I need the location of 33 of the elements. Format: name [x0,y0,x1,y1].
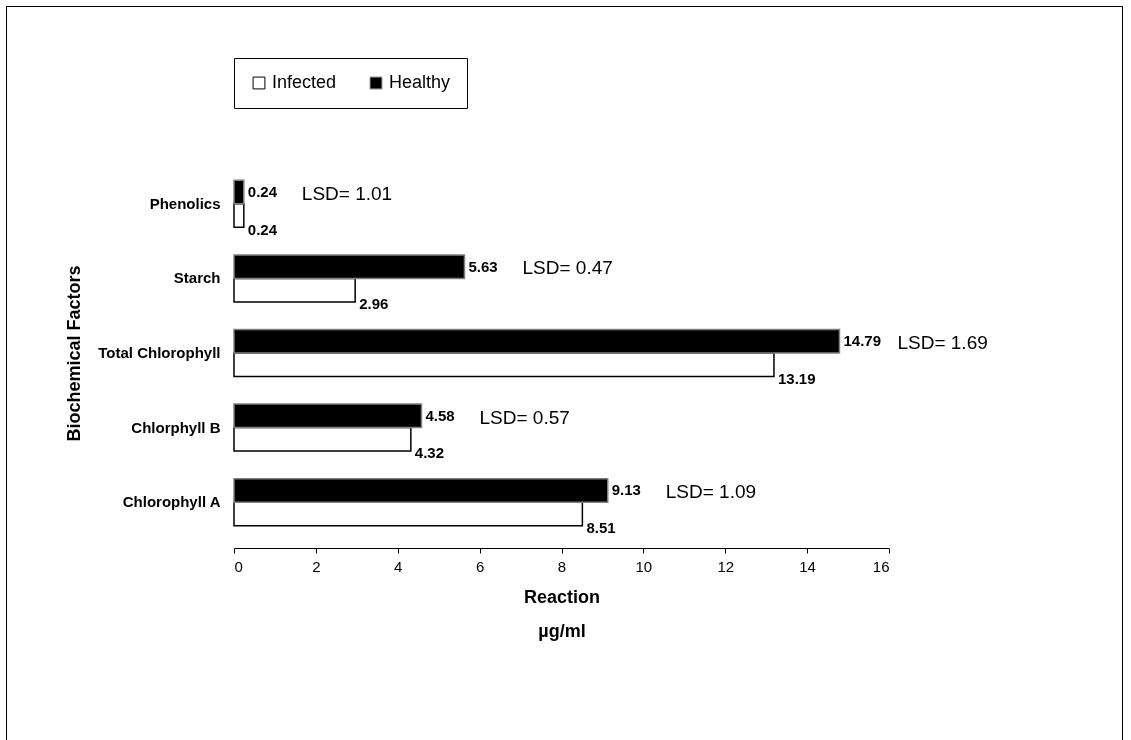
x-tick-label: 12 [717,557,735,575]
x-tick-label: 10 [635,557,653,575]
x-tick-label: 2 [312,557,321,575]
data-label: 8.51 [586,518,616,536]
annotation: LSD= 1.01 [301,182,393,204]
y-tick-label: Chlorphyll B [131,418,221,436]
x-tick-label: 4 [394,557,403,575]
data-label: 0.24 [247,220,278,238]
annotation: LSD= 0.57 [479,406,570,428]
annotation: LSD= 1.09 [665,481,757,503]
data-label: 14.79 [843,332,882,350]
text: LSD= 1.69 [897,332,988,353]
data-label: 4.58 [425,406,455,424]
x-tick-label: 0 [234,557,243,575]
data-label: 5.63 [468,257,498,275]
data-label: 2.96 [359,295,389,313]
x-tick-label: 14 [799,557,816,575]
y-tick-label: Total Chlorophyll [98,344,221,361]
legend-label: Healthy [389,72,451,92]
x-axis-title: Reaction µg/ml [523,586,601,641]
x-tick-label: 8 [557,557,567,575]
legend-label: Infected [272,72,337,92]
data-label: 0.24 [247,183,278,201]
y-tick-label: Starch [173,269,221,287]
x-tick-label: 16 [872,557,890,575]
data-label: 4.32 [414,444,445,462]
y-tick-label: Phenolics [149,194,221,212]
annotation: LSD= 0.47 [522,257,613,279]
data-label: 9.13 [611,481,641,499]
data-label: 13.19 [777,369,816,387]
y-tick-label: Chlorophyll A [122,493,221,511]
x-tick-label: 6 [475,557,485,575]
y-axis-title: Biochemical Factors [64,265,85,442]
